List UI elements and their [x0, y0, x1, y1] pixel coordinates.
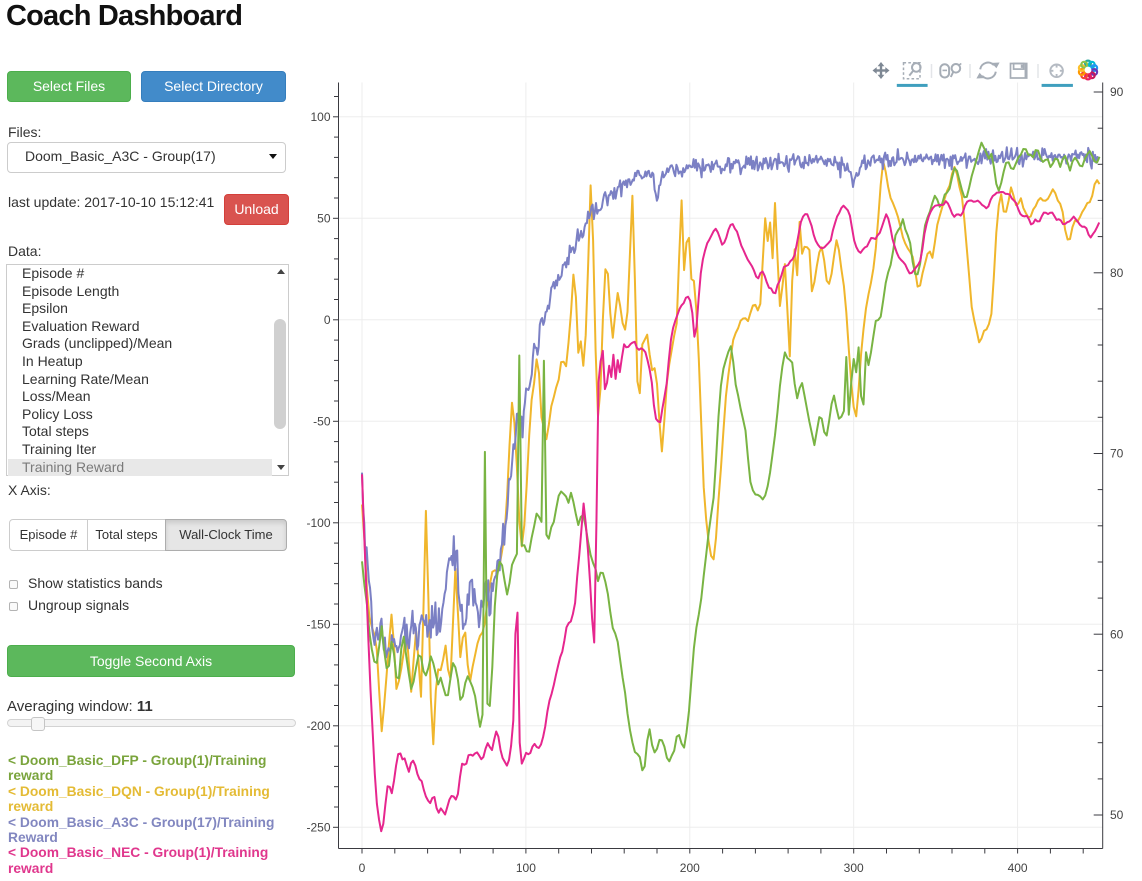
svg-text:100: 100: [310, 110, 330, 124]
svg-text:50: 50: [1110, 808, 1124, 822]
svg-text:-150: -150: [306, 618, 330, 632]
svg-text:90: 90: [1110, 85, 1124, 99]
svg-text:0: 0: [324, 313, 331, 327]
svg-text:70: 70: [1110, 447, 1124, 461]
svg-text:-50: -50: [313, 415, 331, 429]
svg-text:100: 100: [516, 861, 536, 875]
svg-text:0: 0: [359, 861, 366, 875]
svg-text:-100: -100: [306, 516, 330, 530]
svg-text:-200: -200: [306, 719, 330, 733]
svg-text:200: 200: [680, 861, 700, 875]
svg-text:-250: -250: [306, 821, 330, 835]
svg-text:60: 60: [1110, 628, 1124, 642]
svg-text:80: 80: [1110, 266, 1124, 280]
svg-text:300: 300: [844, 861, 864, 875]
svg-text:400: 400: [1008, 861, 1028, 875]
svg-text:50: 50: [317, 212, 331, 226]
